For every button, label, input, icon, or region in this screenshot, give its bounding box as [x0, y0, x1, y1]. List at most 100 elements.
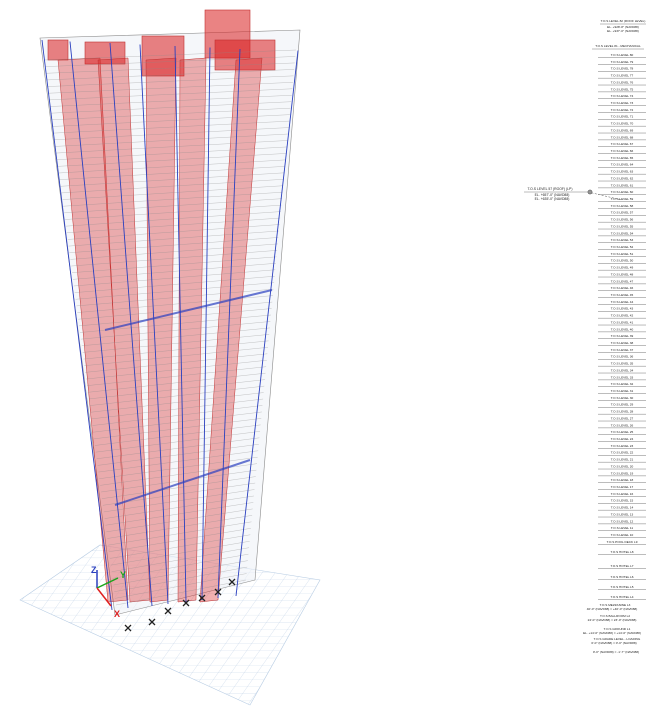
- level-label: T.O.S LEVEL 50: [611, 259, 634, 263]
- level-label: T.O.S LEVEL 75: [611, 87, 634, 91]
- lower-level-label: T.O.S POOL DECK L9: [607, 540, 638, 544]
- level-label: T.O.S LEVEL 28: [611, 410, 634, 414]
- level-label: T.O.S LEVEL 79: [611, 60, 634, 64]
- level-label: T.O.S LEVEL 45: [611, 293, 634, 297]
- level-label: T.O.S LEVEL 73: [611, 101, 634, 105]
- level-label: T.O.S LEVEL 17: [611, 485, 634, 489]
- level-label: T.O.S LEVEL 31: [611, 389, 634, 393]
- top-label-block: T.O.S LEVEL 82 (ROOF LEVEL) EL. +928'-8"…: [592, 19, 646, 49]
- level-label: T.O.S LEVEL 44: [611, 300, 634, 304]
- level-label: T.O.S LEVEL 65: [611, 156, 634, 160]
- level-label: T.O.S LEVEL 51: [611, 252, 634, 256]
- roof-level-label: T.O.S LEVEL 82 (ROOF LEVEL): [601, 19, 646, 23]
- level-label: T.O.S LEVEL 46: [611, 286, 634, 290]
- level-label: T.O.S LEVEL 59: [611, 197, 634, 201]
- grade-elevation: 0'-0" (NAVD88) = 0'-0" (NAVD88): [591, 641, 636, 645]
- level-label: T.O.S LEVEL 11: [611, 526, 633, 530]
- bottom-label-block: T.O.S MEZZANINE L3 40'-0" (NAVD88) = +40…: [583, 603, 641, 654]
- side-annotation: T.O.S LEVEL 57 (ROOF) (LP) EL. +657'-0" …: [524, 187, 622, 201]
- level-label: T.O.S LEVEL 23: [611, 444, 634, 448]
- level-label: T.O.S LEVEL 68: [611, 135, 634, 139]
- level-label: T.O.S LEVEL 30: [611, 396, 634, 400]
- level-label: T.O.S LEVEL 52: [611, 245, 634, 249]
- level-label: T.O.S LEVEL 16: [611, 492, 634, 496]
- level-label: T.O.S LEVEL 54: [611, 231, 634, 235]
- level-label: T.O.S LEVEL 13: [611, 512, 634, 516]
- level-label: T.O.S LEVEL 26: [611, 423, 634, 427]
- level-label: T.O.S LEVEL 64: [611, 163, 634, 167]
- lower-level-label: T.O.S HOTEL L4: [610, 595, 633, 599]
- level-label: T.O.S LEVEL 41: [611, 320, 634, 324]
- mechanical-level-label: T.O.S LEVEL 81 - MECHANICAL: [595, 44, 641, 48]
- level-label: T.O.S LEVEL 49: [611, 266, 634, 270]
- level-label: T.O.S LEVEL 63: [611, 170, 634, 174]
- level-label: T.O.S LEVEL 14: [611, 506, 634, 510]
- level-label: T.O.S LEVEL 29: [611, 403, 634, 407]
- level-label: T.O.S LEVEL 67: [611, 142, 634, 146]
- lower-level-label: T.O.S HOTEL L5: [610, 585, 633, 589]
- annotation-line-3: EL. +635'-0" (NAVD88): [535, 197, 570, 201]
- level-label: T.O.S LEVEL 42: [611, 314, 634, 318]
- level-label: T.O.S LEVEL 78: [611, 67, 634, 71]
- annotation-line-1: T.O.S LEVEL 57 (ROOF) (LP): [528, 187, 573, 191]
- level-label: T.O.S LEVEL 72: [611, 108, 634, 112]
- level-label: T.O.S LEVEL 25: [611, 430, 634, 434]
- level-label: T.O.S LEVEL 57: [611, 211, 634, 215]
- level-label: T.O.S LEVEL 77: [611, 74, 634, 78]
- level-label: T.O.S LEVEL 21: [611, 458, 634, 462]
- level-label: T.O.S LEVEL 66: [611, 149, 634, 153]
- level-label: T.O.S LEVEL 18: [611, 478, 634, 482]
- level-label: T.O.S LEVEL 33: [611, 375, 634, 379]
- level-label: T.O.S LEVEL 10: [611, 533, 634, 537]
- level-label: T.O.S LEVEL 80: [611, 53, 634, 57]
- level-label: T.O.S LEVEL 32: [611, 382, 634, 386]
- level-marker-icon: [588, 190, 592, 194]
- ballroom-elevation: 24'-0" (NAVD88) = 23'-0" (NAVD88): [588, 618, 637, 622]
- level-label: T.O.S LEVEL 74: [611, 94, 634, 98]
- level-label: T.O.S LEVEL 56: [611, 218, 634, 222]
- lower-level-label: T.O.S HOTEL L6: [610, 575, 633, 579]
- level-label: T.O.S LEVEL 37: [611, 348, 634, 352]
- lower-level-list: T.O.S POOL DECK L9 T.O.S HOTEL L8 T.O.S HO…: [598, 540, 646, 600]
- level-label: T.O.S LEVEL 19: [611, 471, 634, 475]
- level-label: T.O.S LEVEL 70: [611, 122, 634, 126]
- level-label: T.O.S LEVEL 60: [611, 190, 634, 194]
- lower-level-label: T.O.S HOTEL L8: [610, 550, 633, 554]
- mezzanine-elevation: 40'-0" (NAVD88) = +40'-0" (NAVD88): [587, 607, 638, 611]
- level-label: T.O.S LEVEL 62: [611, 176, 634, 180]
- level-label: T.O.S LEVEL 20: [611, 464, 634, 468]
- lower-level-label: T.O.S HOTEL L7: [610, 564, 633, 568]
- level-label: T.O.S LEVEL 39: [611, 334, 634, 338]
- level-label: T.O.S LEVEL 34: [611, 368, 634, 372]
- level-label: T.O.S LEVEL 12: [611, 519, 634, 523]
- level-label: T.O.S LEVEL 43: [611, 307, 634, 311]
- foundation-elevation: 0'-0" (NAVD88) = -1'-7" (NAVD88): [593, 650, 639, 654]
- level-label: T.O.S LEVEL 61: [611, 183, 634, 187]
- level-label: T.O.S LEVEL 47: [611, 279, 634, 283]
- level-label: T.O.S LEVEL 24: [611, 437, 634, 441]
- tower-model: [40, 10, 300, 631]
- ground-elevation: EL. +14'-0" (NAVD88) = +14'-0" (NAVD88): [583, 631, 641, 635]
- level-label: T.O.S LEVEL 36: [611, 355, 634, 359]
- level-label: T.O.S LEVEL 38: [611, 341, 634, 345]
- axis-x-label: X: [114, 609, 120, 619]
- level-label: T.O.S LEVEL 69: [611, 128, 634, 132]
- level-label: T.O.S LEVEL 40: [611, 327, 634, 331]
- level-label: T.O.S LEVEL 55: [611, 224, 634, 228]
- crown-bulkhead: [48, 40, 68, 60]
- level-label: T.O.S LEVEL 58: [611, 204, 634, 208]
- level-label: T.O.S LEVEL 71: [611, 115, 634, 119]
- roof-elevation-2: EL. +937'-0" (NAVD88): [607, 29, 639, 33]
- level-label: T.O.S LEVEL 15: [611, 499, 634, 503]
- elevation-levels: T.O.S LEVEL 82 (ROOF LEVEL) EL. +928'-8"…: [524, 19, 646, 654]
- level-label: T.O.S LEVEL 22: [611, 451, 634, 455]
- level-label: T.O.S LEVEL 27: [611, 416, 634, 420]
- level-list: T.O.S LEVEL 80 T.O.S LEVEL 79 T.O.S LEVEL …: [598, 53, 646, 538]
- level-label: T.O.S LEVEL 76: [611, 80, 634, 84]
- level-label: T.O.S LEVEL 53: [611, 238, 634, 242]
- level-label: T.O.S LEVEL 35: [611, 362, 634, 366]
- axis-y-label: Y: [120, 570, 126, 580]
- level-label: T.O.S LEVEL 48: [611, 272, 634, 276]
- axis-z-label: Z: [91, 565, 97, 575]
